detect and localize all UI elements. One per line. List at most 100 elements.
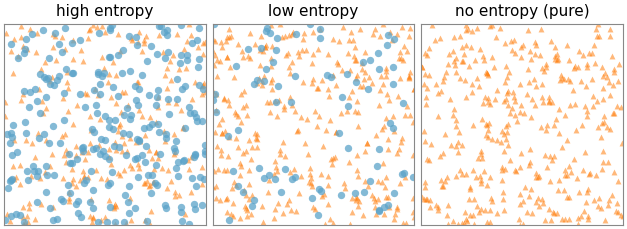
Point [58, 176, 68, 180]
Point [389, 38, 399, 42]
Point [104, 198, 114, 202]
Point [134, 41, 144, 44]
Point [26, 33, 36, 37]
Point [469, 222, 479, 226]
Point [80, 174, 90, 178]
Point [530, 104, 540, 108]
Point [559, 173, 569, 177]
Point [88, 131, 98, 135]
Point [7, 136, 17, 140]
Point [508, 90, 518, 94]
Point [95, 153, 105, 156]
Point [536, 29, 546, 32]
Point [614, 63, 624, 67]
Title: no entropy (pure): no entropy (pure) [455, 4, 589, 19]
Point [515, 193, 525, 196]
Point [322, 202, 332, 205]
Point [110, 119, 120, 123]
Point [170, 190, 180, 194]
Point [78, 146, 88, 150]
Point [189, 155, 199, 159]
Point [275, 149, 285, 153]
Point [168, 54, 178, 57]
Point [266, 57, 276, 60]
Point [47, 76, 57, 80]
Point [552, 212, 562, 215]
Point [395, 51, 405, 55]
Point [515, 111, 525, 114]
Point [190, 153, 200, 157]
Point [241, 194, 251, 197]
Point [367, 82, 377, 86]
Point [424, 47, 434, 51]
Point [482, 70, 492, 74]
Point [137, 74, 147, 77]
Point [210, 40, 220, 44]
Point [409, 88, 419, 92]
Point [540, 66, 551, 70]
Point [121, 221, 131, 225]
Point [461, 24, 472, 27]
Point [492, 211, 502, 214]
Point [92, 27, 102, 30]
Point [455, 77, 465, 81]
Point [331, 131, 341, 134]
Point [278, 211, 288, 215]
Point [468, 123, 478, 127]
Point [515, 223, 525, 227]
Point [172, 33, 182, 36]
Point [564, 165, 574, 168]
Point [297, 49, 307, 53]
Point [191, 120, 201, 123]
Point [169, 132, 179, 136]
Point [467, 30, 477, 34]
Point [525, 148, 535, 152]
Point [21, 38, 31, 42]
Point [115, 123, 125, 126]
Point [5, 179, 15, 183]
Point [566, 103, 576, 107]
Point [258, 204, 268, 208]
Point [229, 111, 240, 115]
Point [86, 198, 96, 201]
Point [613, 105, 623, 109]
Point [396, 57, 406, 61]
Point [546, 218, 556, 222]
Point [88, 206, 98, 210]
Point [467, 90, 477, 94]
Point [545, 155, 555, 158]
Point [211, 108, 221, 112]
Point [368, 33, 378, 37]
Point [198, 85, 208, 89]
Point [251, 136, 261, 140]
Point [234, 174, 245, 177]
Point [451, 57, 461, 60]
Point [134, 139, 144, 143]
Point [498, 197, 508, 201]
Point [609, 68, 619, 72]
Point [409, 215, 419, 219]
Point [378, 161, 388, 165]
Point [557, 145, 567, 149]
Point [125, 137, 135, 141]
Point [115, 50, 125, 54]
Point [590, 61, 600, 65]
Point [594, 197, 604, 200]
Point [592, 35, 602, 38]
Point [552, 59, 562, 62]
Point [381, 67, 391, 71]
Point [587, 78, 597, 82]
Point [522, 210, 532, 214]
Point [306, 182, 316, 185]
Point [358, 213, 368, 217]
Point [505, 112, 515, 115]
Point [48, 205, 58, 209]
Point [200, 41, 210, 45]
Point [424, 74, 434, 77]
Point [79, 182, 89, 185]
Point [61, 149, 71, 153]
Point [526, 187, 536, 191]
Point [263, 27, 273, 31]
Point [111, 204, 121, 208]
Point [443, 63, 453, 66]
